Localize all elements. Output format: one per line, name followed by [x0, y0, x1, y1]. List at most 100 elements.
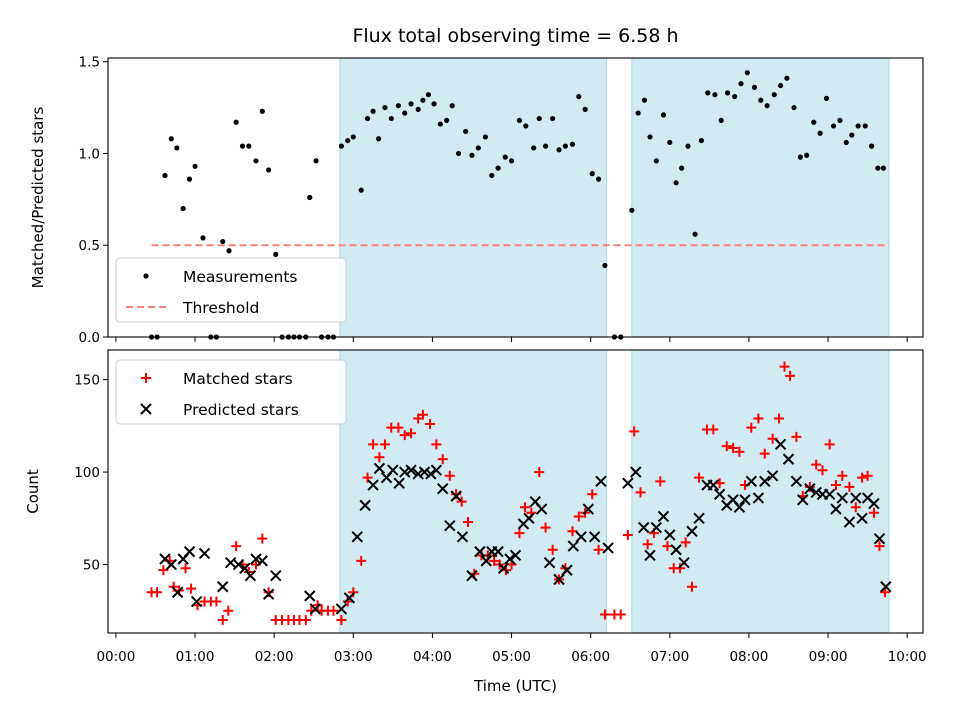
data-point [837, 470, 848, 481]
data-point [313, 158, 319, 164]
data-point [379, 439, 390, 450]
x-tick-label: 07:00 [650, 649, 689, 665]
data-point [536, 115, 542, 122]
data-point [547, 544, 558, 555]
data-point [253, 158, 259, 164]
legend: Measurements Threshold [115, 257, 347, 323]
data-point [810, 486, 822, 499]
data-point [797, 154, 803, 160]
data-point [718, 117, 724, 124]
data-point [540, 522, 551, 533]
data-point [637, 521, 650, 534]
data-point [351, 531, 363, 543]
data-point [724, 90, 731, 96]
data-point [233, 119, 239, 125]
data-point [804, 481, 815, 492]
data-point [456, 496, 467, 507]
data-point [451, 489, 462, 500]
data-point [406, 428, 417, 439]
data-point [752, 492, 765, 504]
chart-title: Flux total observing time = 6.58 h [352, 25, 678, 47]
data-point [171, 586, 184, 599]
data-point [535, 503, 548, 515]
data-point [425, 468, 437, 480]
data-point [694, 472, 705, 483]
data-point [667, 139, 673, 146]
panel-2: 50 100 150 00:00 01:00 02:00 03:00 04:00 05:00 06… [24, 349, 927, 695]
data-point [374, 452, 385, 463]
data-point [642, 539, 653, 550]
data-point [843, 516, 856, 528]
data-point [758, 97, 764, 103]
data-point [509, 549, 522, 562]
data-point [823, 95, 830, 101]
data-point [436, 483, 449, 495]
data-point [647, 134, 653, 140]
data-point [259, 108, 265, 114]
data-point [850, 492, 862, 504]
data-point [698, 137, 705, 144]
y-axis-label: Matched/Predicted stars [29, 107, 47, 289]
data-point [239, 562, 251, 574]
data-point [343, 592, 356, 604]
data-point [217, 581, 229, 593]
data-point [791, 431, 802, 442]
series-predicted-stars [159, 438, 892, 615]
data-point [823, 488, 836, 500]
data-point [662, 541, 673, 552]
data-point [556, 147, 562, 153]
data-point [862, 470, 873, 481]
data-point [399, 466, 411, 478]
data-point [368, 439, 379, 450]
data-point [376, 136, 382, 142]
data-point [707, 479, 720, 491]
data-point [817, 130, 823, 136]
data-point [450, 490, 462, 502]
data-point [367, 479, 379, 491]
data-point [266, 167, 272, 173]
data-point [705, 90, 711, 96]
data-point [678, 557, 690, 569]
data-point [779, 361, 790, 372]
y-tick-label: 1.5 [79, 55, 100, 71]
data-point [686, 525, 698, 537]
data-point [880, 165, 887, 171]
data-point [516, 117, 523, 124]
data-point [784, 75, 790, 81]
data-point [868, 143, 875, 149]
data-point [180, 563, 191, 574]
data-point [543, 557, 556, 569]
legend-marker [140, 403, 152, 415]
data-point [395, 103, 401, 109]
axes-frame [107, 57, 924, 338]
data-point [307, 194, 313, 201]
data-point [190, 595, 203, 608]
data-point [675, 563, 686, 574]
legend-label: Threshold [182, 299, 259, 317]
data-point [589, 171, 595, 177]
data-point [356, 555, 367, 566]
data-point [582, 503, 595, 515]
data-point [744, 70, 750, 76]
data-point [408, 101, 414, 107]
data-point [774, 438, 787, 451]
data-point [211, 596, 222, 607]
data-point [534, 467, 545, 478]
data-point [692, 231, 698, 237]
data-point [370, 108, 376, 114]
data-point [641, 97, 648, 103]
data-point [217, 615, 228, 626]
data-point [713, 488, 726, 500]
data-point [844, 481, 855, 492]
data-point [873, 532, 886, 545]
data-point [856, 512, 868, 525]
data-point [542, 143, 549, 149]
data-point [425, 418, 436, 429]
data-point [495, 165, 501, 171]
data-point [622, 477, 634, 489]
data-point [804, 152, 810, 158]
data-point [679, 165, 685, 171]
data-point [576, 93, 582, 100]
data-point [364, 115, 371, 122]
